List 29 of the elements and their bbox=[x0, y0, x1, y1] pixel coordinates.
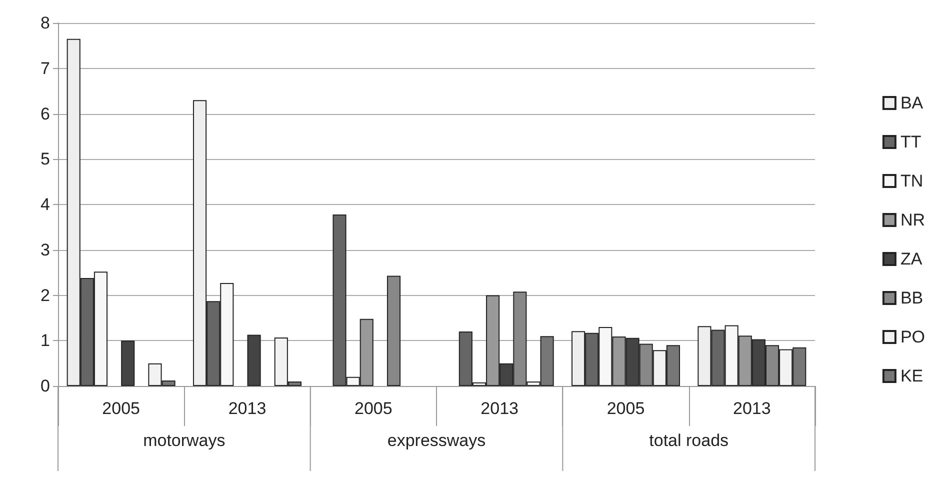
y-tick-label: 7 bbox=[40, 58, 50, 78]
y-tick-label: 1 bbox=[40, 331, 50, 350]
y-tick-label: 6 bbox=[40, 104, 50, 124]
x-tick-label: 2005 bbox=[354, 399, 392, 418]
x-tick-label: 2005 bbox=[102, 399, 140, 418]
legend-label: PO bbox=[900, 328, 925, 346]
legend-label: BB bbox=[900, 288, 924, 308]
y-tick-label: 5 bbox=[40, 150, 50, 169]
bar bbox=[247, 334, 261, 386]
y-tick-label: 2 bbox=[40, 286, 50, 305]
y-tick-label: 4 bbox=[40, 195, 50, 214]
legend-label: TT bbox=[900, 132, 922, 152]
legend-label: NR bbox=[900, 210, 925, 230]
text: motorways bbox=[143, 431, 226, 450]
x-tick-label: 2013 bbox=[228, 399, 266, 418]
bar bbox=[121, 340, 135, 386]
x-tick-label: 2005 bbox=[606, 399, 645, 418]
x-tick-label: 2013 bbox=[733, 399, 771, 418]
text: total roads bbox=[649, 431, 729, 450]
y-tick-label: 3 bbox=[40, 240, 50, 260]
bar bbox=[386, 276, 401, 386]
legend-label: KE bbox=[900, 366, 924, 386]
y-tick-label: 8 bbox=[40, 14, 50, 32]
legend-label: BA bbox=[900, 94, 924, 112]
x-tick-label: 2013 bbox=[480, 399, 518, 418]
legend-label: TN bbox=[900, 172, 924, 190]
legend-label: ZA bbox=[900, 250, 923, 268]
text: expressways bbox=[387, 431, 486, 450]
y-tick-label: 0 bbox=[40, 376, 50, 396]
